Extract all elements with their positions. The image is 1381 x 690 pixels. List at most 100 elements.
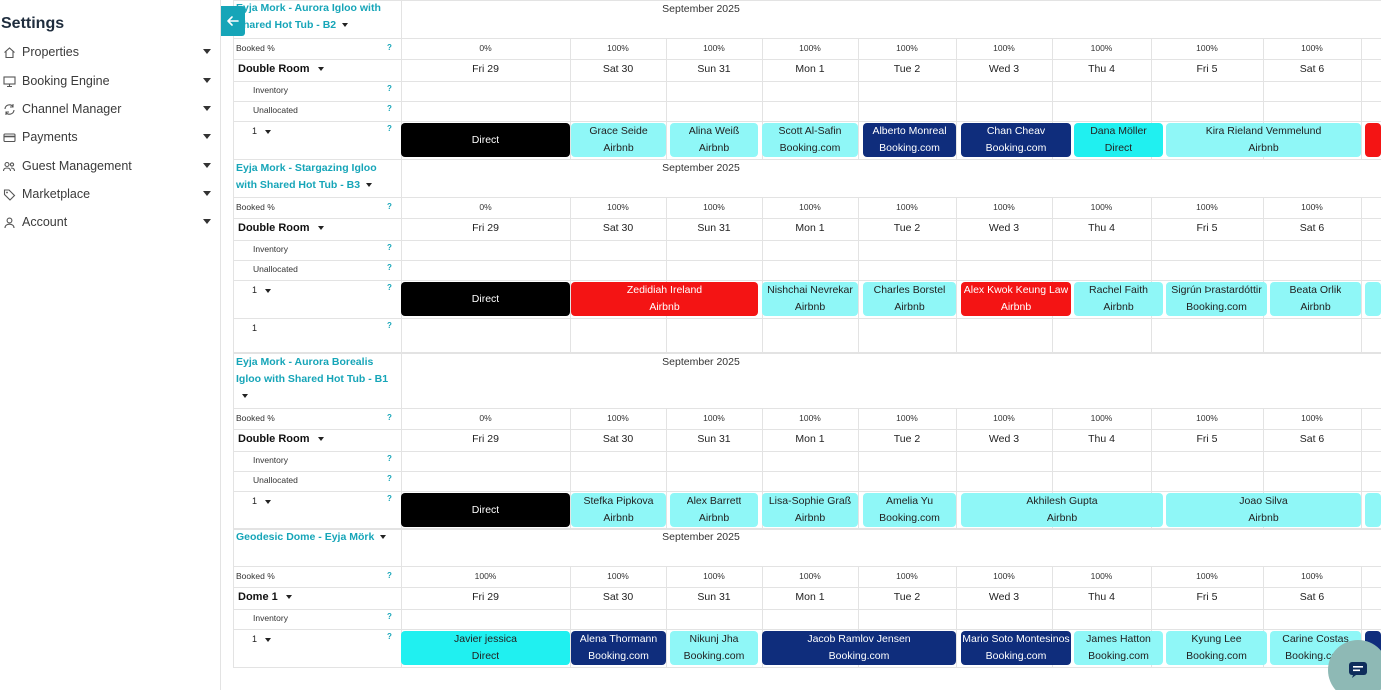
help-icon[interactable]: ? [387,474,392,483]
property-title[interactable]: Geodesic Dome - Eyja Mörk [236,529,396,546]
help-icon[interactable]: ? [387,263,392,272]
booking-block[interactable]: Joao Silva Airbnb [1166,493,1361,527]
room-type-selector[interactable]: Dome 1 [238,591,292,603]
booking-block[interactable]: Chan Cheav Booking.com [961,123,1071,157]
booking-block[interactable]: Alena Thormann Booking.com [571,631,666,665]
unit-selector[interactable]: 1 [252,126,272,136]
guest-name: Javier jessica [453,633,518,645]
booking-block[interactable]: Sigrún Þrastardóttir Booking.com [1166,282,1267,316]
booking-block[interactable]: Rachel Faith Airbnb [1074,282,1163,316]
booked-percent-value: 100% [896,201,918,212]
help-icon[interactable]: ? [387,494,392,503]
booking-block[interactable]: Javier jessica Direct [401,631,570,665]
booking-block[interactable]: Alex Barrett Airbnb [670,493,758,527]
grid-line [858,280,859,318]
booking-block[interactable] [1365,493,1381,527]
room-type-text: Dome 1 [238,591,278,603]
sidebar-item-account[interactable]: Account [0,210,221,234]
day-header: Fri 5 [1196,433,1218,445]
help-icon[interactable]: ? [387,570,392,580]
day-header: Sun 7 [1361,591,1381,603]
booking-block[interactable]: Grace Seide Airbnb [571,123,666,157]
room-type-selector[interactable]: Double Room [238,222,324,234]
grid-line [401,0,402,38]
booking-block[interactable]: Direct [401,123,570,157]
room-type-selector[interactable]: Double Room [238,63,324,75]
booking-block[interactable]: James Hatton Booking.com [1074,631,1163,665]
booking-block[interactable]: Scott Al-Safin Booking.com [762,123,858,157]
help-icon[interactable]: ? [387,124,392,133]
grid-line [1263,429,1264,451]
grid-line [401,59,402,81]
chevron-down-icon[interactable] [342,23,349,28]
sidebar-item-booking-engine[interactable]: Booking Engine [0,69,221,93]
booking-block[interactable]: Alina Weiß Airbnb [670,123,758,157]
grid-line [233,471,1381,472]
booking-block[interactable] [1365,282,1381,316]
grid-line [1361,38,1362,59]
booking-block[interactable]: Mario Soto Montesinos Booking.com [961,631,1071,665]
booking-block[interactable]: Nishchai Nevrekar Airbnb [762,282,858,316]
help-icon[interactable]: ? [387,632,392,641]
grid-line [1361,566,1362,587]
help-icon[interactable]: ? [387,84,392,93]
room-type-selector[interactable]: Double Room [238,433,324,445]
grid-line [666,197,667,218]
help-icon[interactable]: ? [387,412,392,422]
help-icon[interactable]: ? [387,454,392,463]
help-icon[interactable]: ? [387,321,392,330]
sidebar-item-payments[interactable]: Payments [0,125,221,149]
tag-icon [2,187,16,201]
help-icon[interactable]: ? [387,201,392,211]
booking-block[interactable]: Nikunj Jha Booking.com [670,631,758,665]
chat-support-button[interactable] [1328,640,1381,690]
booking-block[interactable]: Jacob Ramlov Jensen Booking.com [762,631,956,665]
booking-block[interactable]: Alberto Monreal Booking.com [863,123,956,157]
booked-percent-value: 0% [479,412,492,423]
chevron-down-icon[interactable] [242,394,248,399]
sidebar-item-label: Guest Management [22,159,132,173]
booking-block[interactable]: Dana Möller Direct [1074,123,1163,157]
booking-block[interactable]: Lisa-Sophie Graß Airbnb [762,493,858,527]
booking-block[interactable]: Direct [401,282,570,316]
help-icon[interactable]: ? [387,243,392,252]
booking-block[interactable] [1365,123,1381,157]
booking-block[interactable]: Charles Borstel Airbnb [863,282,956,316]
grid-line [666,609,667,629]
property-title[interactable]: Eyja Mork - Aurora Borealis Igloo with S… [236,354,396,405]
chevron-down-icon[interactable] [366,183,373,188]
sidebar-item-properties[interactable]: Properties [0,40,221,64]
day-header: Sun 7 [1361,63,1381,75]
day-header: Thu 4 [1088,591,1115,603]
help-icon[interactable]: ? [387,104,392,113]
booking-block[interactable]: Akhilesh Gupta Airbnb [961,493,1163,527]
help-icon[interactable]: ? [387,612,392,621]
sidebar-item-label: Account [22,215,68,229]
booked-percent-label: Booked % [236,570,275,581]
unit-selector[interactable]: 1 [252,285,272,295]
day-header: Sun 31 [697,433,731,445]
help-icon[interactable]: ? [387,42,392,52]
chevron-down-icon[interactable] [380,535,387,540]
sidebar-item-channel-manager[interactable]: Channel Manager [0,97,221,121]
help-icon[interactable]: ? [387,283,392,292]
booking-block[interactable]: Amelia Yu Booking.com [863,493,956,527]
booking-block[interactable]: Zedidiah Ireland Airbnb [571,282,758,316]
grid-line [1052,318,1053,352]
collapse-sidebar-button[interactable] [221,6,245,36]
booking-block[interactable]: Direct [401,493,570,527]
property-title[interactable]: Eyja Mork - Stargazing Igloo with Shared… [236,160,396,194]
booking-block[interactable]: Stefka Pipkova Airbnb [571,493,666,527]
property-title[interactable]: Eyja Mork - Aurora Igloo with Shared Hot… [236,0,396,34]
sidebar-item-marketplace[interactable]: Marketplace [0,182,221,206]
unit-selector[interactable]: 1 [252,634,272,644]
grid-line [570,218,571,240]
booked-percent-value: 100% [703,42,725,53]
room-type-text: Double Room [238,63,310,75]
booking-block[interactable]: Alex Kwok Keung Law Airbnb [961,282,1071,316]
sidebar-item-guest-management[interactable]: Guest Management [0,154,221,178]
booking-block[interactable]: Beata Orlik Airbnb [1270,282,1361,316]
unit-selector[interactable]: 1 [252,496,272,506]
booking-block[interactable]: Kira Rieland Vemmelund Airbnb [1166,123,1361,157]
booking-block[interactable]: Kyung Lee Booking.com [1166,631,1267,665]
